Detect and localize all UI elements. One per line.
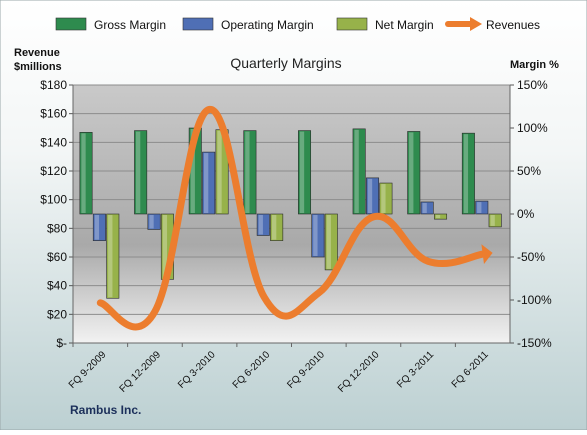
- bar-gross-margin-7: [461, 132, 475, 215]
- left-tick-label: $100: [40, 193, 67, 207]
- legend-label-operating-margin: Operating Margin: [221, 18, 314, 32]
- right-tick-label: -150%: [517, 336, 552, 350]
- bar-highlight: [409, 132, 414, 213]
- legend-swatch-gross-margin: [55, 17, 87, 31]
- legend-label-gross-margin: Gross Margin: [94, 18, 166, 32]
- company-label: Rambus Inc.: [70, 403, 141, 417]
- legend-swatch-operating-margin: [182, 17, 214, 31]
- bar-operating-margin-4: [311, 213, 325, 258]
- left-axis-label-line1: Revenue: [14, 47, 60, 59]
- bar-highlight: [354, 129, 359, 213]
- bar-highlight: [217, 130, 222, 213]
- right-tick-label: 0%: [517, 207, 535, 221]
- revenue-line: [96, 105, 487, 331]
- revenue-line-group: [96, 105, 493, 331]
- bar-net-margin-5: [379, 182, 393, 215]
- bar-highlight: [422, 202, 427, 213]
- bar-operating-margin-3: [256, 213, 270, 236]
- bar-highlight: [81, 133, 86, 213]
- left-tick-label: $20: [47, 307, 67, 321]
- bar-highlight: [299, 131, 305, 213]
- legend-swatch-net-margin: [336, 17, 368, 31]
- bar-gross-margin-6: [407, 131, 421, 215]
- bar-highlight: [381, 184, 386, 213]
- bar-operating-margin-7: [475, 200, 489, 215]
- bar-highlight: [477, 202, 482, 213]
- bar-gross-margin-5: [352, 128, 366, 215]
- right-tick-label: -100%: [517, 293, 552, 307]
- chart-title: Quarterly Margins: [230, 55, 341, 71]
- bar-gross-margin-4: [298, 130, 312, 215]
- right-tick-label: -50%: [517, 250, 545, 264]
- left-tick-label: $120: [40, 164, 67, 178]
- bar-highlight: [108, 215, 113, 298]
- left-tick-label: $80: [47, 221, 67, 235]
- bar-highlight: [162, 215, 168, 279]
- bar-highlight: [94, 215, 100, 240]
- bar-highlight: [258, 215, 263, 235]
- right-tick-label: 150%: [517, 78, 548, 92]
- legend: Gross Margin Operating Margin Net Margin Re…: [55, 17, 540, 32]
- left-tick-label: $140: [40, 135, 67, 149]
- left-axis-label-line2: $millions: [14, 61, 62, 73]
- bar-net-margin-4: [324, 213, 338, 271]
- right-axis-label: Margin %: [510, 59, 559, 71]
- bar-gross-margin-1: [134, 130, 148, 215]
- legend-label-revenues: Revenues: [486, 18, 540, 32]
- left-tick-label: $40: [47, 279, 67, 293]
- right-tick-label: 100%: [517, 121, 548, 135]
- left-tick-label: $60: [47, 250, 67, 264]
- bar-highlight: [490, 215, 495, 226]
- bar-highlight: [245, 131, 250, 213]
- bar-net-margin-6: [434, 213, 448, 220]
- bar-gross-margin-3: [243, 130, 257, 215]
- bar-highlight: [203, 153, 209, 213]
- bar-net-margin-0: [106, 213, 120, 299]
- bar-highlight: [135, 131, 141, 213]
- bar-operating-margin-0: [92, 213, 106, 241]
- bar-net-margin-3: [270, 213, 284, 241]
- legend-label-net-margin: Net Margin: [375, 18, 434, 32]
- bar-highlight: [435, 215, 441, 219]
- left-tick-label: $-: [56, 336, 67, 350]
- legend-arrow: [470, 17, 482, 31]
- bar-highlight: [367, 178, 373, 213]
- bar-operating-margin-2: [202, 151, 216, 215]
- left-tick-label: $180: [40, 78, 67, 92]
- left-tick-label: $160: [40, 107, 67, 121]
- bars: [79, 127, 502, 299]
- revenue-arrow-head: [481, 244, 493, 265]
- bar-highlight: [463, 134, 469, 213]
- bar-operating-margin-6: [420, 201, 434, 215]
- bar-highlight: [149, 215, 154, 229]
- bar-highlight: [271, 215, 277, 240]
- bar-operating-margin-1: [147, 213, 161, 230]
- bar-highlight: [313, 215, 318, 256]
- bar-net-margin-7: [488, 213, 502, 228]
- right-tick-label: 50%: [517, 164, 541, 178]
- bar-gross-margin-0: [79, 132, 93, 215]
- bar-highlight: [326, 215, 331, 269]
- bar-highlight: [190, 129, 195, 213]
